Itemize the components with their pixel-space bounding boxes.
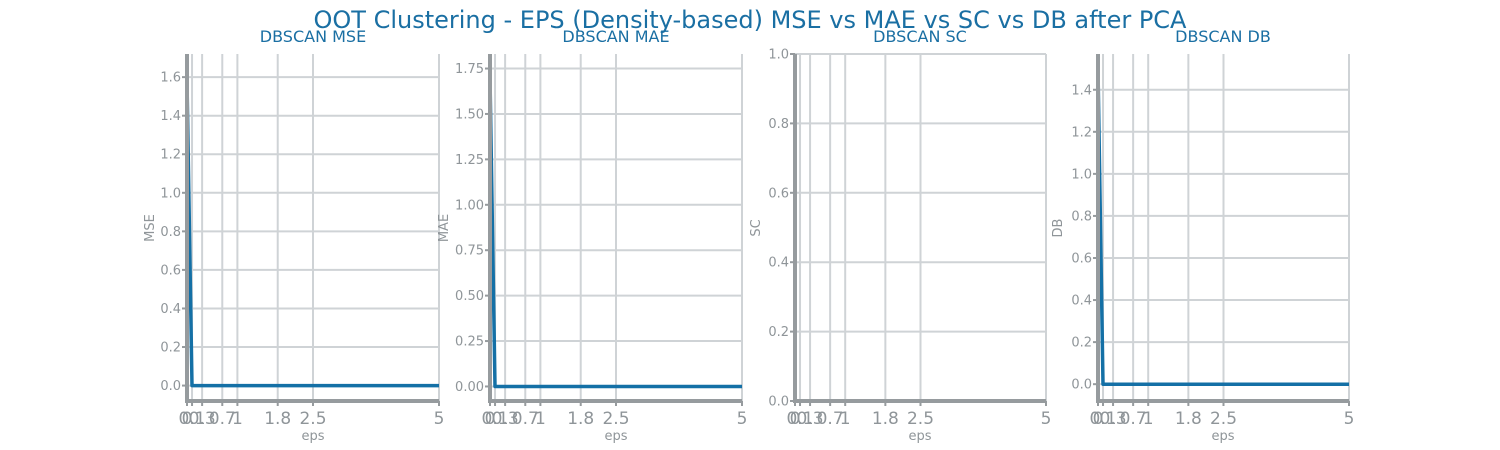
x-axis-label: eps [301,429,324,444]
y-tick-label: 0.6 [768,186,789,201]
x-tick-label: 0.1 [786,409,813,429]
x-tick-label: 1.8 [264,409,291,429]
series-line [1096,68,1349,386]
x-tick-label: 2.5 [1210,409,1237,429]
x-tick-label: 1.8 [567,409,594,429]
y-tick-label: 0.8 [160,225,181,240]
x-tick-label: 0.1 [179,409,206,429]
x-tick-label: 1 [840,409,851,429]
y-tick-label: 1.0 [1071,167,1092,182]
x-tick-label: 0.1 [482,409,509,429]
y-tick-label: 0.25 [455,335,484,350]
y-tick-label: 1.4 [1071,83,1092,98]
x-tick-label: 2.5 [602,409,629,429]
plot-area: 00.10.30.71 1.8 2.5 5 0.0 0.2 0.4 0.6 0.8 1.0 1.2 1… [160,54,444,429]
x-tick-label: 0.7 [1120,409,1147,429]
panel-mae: DBSCAN MAE MAE eps 00.10.30.71 1.8 2.5 5 0.0… [437,27,747,444]
x-tick-label: 0 [182,409,193,429]
y-axis-label: MSE [143,214,158,242]
y-tick-label: 1.00 [455,198,484,213]
x-tick-label: 0.3 [797,409,824,429]
y-tick-label: 0.0 [160,379,181,394]
x-tick-label: 5 [434,409,445,429]
x-tick-label: 1.8 [1175,409,1202,429]
y-tick-label: 1.0 [160,186,181,201]
y-tick-label: 1.6 [160,71,181,86]
y-tick-label: 0.4 [160,302,181,317]
y-tick-label: 0.2 [160,341,181,356]
x-axis-label: eps [1211,429,1234,444]
y-axis-label: MAE [437,214,452,242]
y-tick-label: 1.2 [1071,125,1092,140]
y-tick-label: 0.0 [768,395,789,410]
y-tick-label: 0.4 [768,256,789,271]
x-tick-label: 0 [1093,409,1104,429]
y-tick-label: 0.50 [455,289,484,304]
y-tick-label: 0.2 [1071,336,1092,351]
figure-title: OOT Clustering - EPS (Density-based) MSE… [314,6,1188,34]
panel-sc: DBSCAN SC SC eps 00.10.30.71 1.8 2.5 5 0.0 0.… [749,27,1051,444]
x-tick-label: 0.3 [189,409,216,429]
x-tick-label: 0.3 [1100,409,1127,429]
y-tick-label: 0.0 [1071,378,1092,393]
y-tick-label: 1.0 [768,48,789,63]
y-tick-label: 0.8 [1071,209,1092,224]
panel-title: DBSCAN MSE [260,27,366,46]
x-tick-label: 5 [1344,409,1355,429]
panel-title: DBSCAN SC [873,27,967,46]
x-tick-label: 0 [485,409,496,429]
x-tick-label: 0.1 [1089,409,1116,429]
panel-mse: DBSCAN MSE MSE eps 00.10.30.71 1.8 2.5 5 0.0… [143,27,444,444]
x-tick-label: 0.7 [512,409,539,429]
y-tick-label: 0.4 [1071,294,1092,309]
plot-area: 00.10.30.71 1.8 2.5 5 0.00 0.25 0.50 0.75 1.00 1.… [455,54,747,429]
x-tick-label: 0.3 [492,409,519,429]
x-tick-label: 0 [790,409,801,429]
y-tick-label: 1.4 [160,109,181,124]
y-tick-label: 1.75 [455,62,484,77]
x-tick-label: 1.8 [872,409,899,429]
x-tick-label: 1 [232,409,243,429]
x-tick-label: 1 [1143,409,1154,429]
y-tick-label: 0.2 [768,325,789,340]
y-tick-label: 1.2 [160,148,181,163]
x-tick-label: 5 [1041,409,1052,429]
y-tick-label: 1.25 [455,153,484,168]
x-axis-label: eps [604,429,627,444]
y-tick-label: 0.75 [455,244,484,259]
panel-title: DBSCAN MAE [562,27,669,46]
y-tick-label: 0.00 [455,380,484,395]
x-tick-label: 1 [535,409,546,429]
x-tick-label: 5 [737,409,748,429]
x-axis-label: eps [908,429,931,444]
series-line [488,77,742,389]
plot-area: 00.10.30.71 1.8 2.5 5 0.0 0.2 0.4 0.6 0.8 1.0 [768,48,1051,430]
panel-title: DBSCAN DB [1175,27,1271,46]
x-tick-label: 2.5 [907,409,934,429]
plot-area: 00.10.30.71 1.8 2.5 5 0.0 0.2 0.4 0.6 0.8 1.0 1.2 1… [1071,54,1354,429]
x-tick-label: 0.7 [817,409,844,429]
y-tick-label: 1.50 [455,107,484,122]
x-tick-label: 0.7 [209,409,236,429]
y-axis-label: DB [1051,219,1066,238]
series-line [185,80,439,388]
y-tick-label: 0.6 [160,263,181,278]
y-tick-label: 0.6 [1071,251,1092,266]
panel-db: DBSCAN DB DB eps 00.10.30.71 1.8 2.5 5 0.0 0.… [1051,27,1354,444]
y-tick-label: 0.8 [768,117,789,132]
x-tick-label: 2.5 [299,409,326,429]
y-axis-label: SC [749,219,764,236]
